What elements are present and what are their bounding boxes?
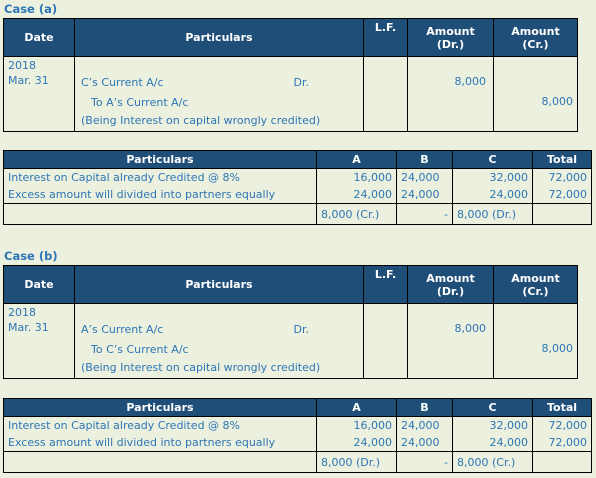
- col-a: A: [316, 398, 397, 417]
- col-particulars: Particulars: [74, 265, 364, 304]
- row-b: 24,000: [396, 416, 453, 434]
- case-a-summary-table: Particulars A B C Total Interest on Capi…: [3, 150, 592, 225]
- entry-particulars-cell: C’s Current A/c Dr. To A’s Current A/c (B…: [74, 56, 364, 132]
- case-b-summary-table: Particulars A B C Total Interest on Capi…: [3, 398, 592, 473]
- row-total: 72,000: [532, 416, 592, 434]
- col-amount-dr: Amount (Dr.): [407, 265, 494, 304]
- entry-date: Mar. 31: [8, 321, 49, 334]
- debit-account: A’s Current A/c: [81, 323, 164, 336]
- col-particulars: Particulars: [74, 18, 364, 57]
- row-a: 16,000: [316, 168, 397, 186]
- amount-dr-label: Amount: [426, 24, 475, 38]
- col-particulars: Particulars: [3, 150, 317, 169]
- col-lf: L.F.: [363, 265, 408, 304]
- debit-amount: 8,000: [407, 56, 494, 132]
- col-total: Total: [532, 150, 592, 169]
- net-particulars: [3, 203, 317, 225]
- entry-date-cell: 2018 Mar. 31: [3, 56, 75, 132]
- row-b: 24,000: [396, 434, 453, 452]
- net-a: 8,000 (Dr.): [316, 451, 397, 473]
- case-a-journal-table: Date Particulars L.F. Amount (Dr.) Amount…: [3, 18, 578, 132]
- net-particulars: [3, 451, 317, 473]
- net-b: -: [396, 203, 453, 225]
- credit-amount: 8,000: [493, 56, 578, 132]
- amount-cr-sub: (Cr.): [522, 37, 549, 51]
- col-c: C: [452, 398, 533, 417]
- credit-amount: 8,000: [493, 303, 578, 379]
- case-a-label: Case (a): [4, 2, 58, 16]
- entry-date: Mar. 31: [8, 74, 49, 87]
- row-particulars: Interest on Capital already Credited @ 8…: [3, 168, 317, 186]
- net-c: 8,000 (Dr.): [452, 203, 533, 225]
- credit-amount-value: 8,000: [541, 342, 574, 355]
- entry-lf-cell: [363, 303, 408, 379]
- credit-account: To A’s Current A/c: [91, 96, 189, 109]
- amount-cr-label: Amount: [511, 271, 560, 285]
- col-date: Date: [3, 265, 75, 304]
- amount-cr-label: Amount: [511, 24, 560, 38]
- col-particulars: Particulars: [3, 398, 317, 417]
- net-row: 8,000 (Cr.) - 8,000 (Dr.): [3, 203, 592, 225]
- col-c: C: [452, 150, 533, 169]
- amount-dr-sub: (Dr.): [436, 284, 465, 298]
- debit-amount: 8,000: [407, 303, 494, 379]
- net-row: 8,000 (Dr.) - 8,000 (Cr.): [3, 451, 592, 473]
- amount-dr-label: Amount: [426, 271, 475, 285]
- narration: (Being Interest on capital wrongly credi…: [81, 114, 321, 127]
- case-b-label: Case (b): [4, 249, 58, 263]
- row-c: 32,000: [452, 168, 533, 186]
- row-a: 24,000: [316, 434, 397, 452]
- table-row: Interest on Capital already Credited @ 8…: [3, 168, 592, 186]
- row-a: 16,000: [316, 416, 397, 434]
- entry-year: 2018: [8, 59, 36, 72]
- amount-cr-sub: (Cr.): [522, 284, 549, 298]
- row-a: 24,000: [316, 186, 397, 204]
- table-row: Excess amount will divided into partners…: [3, 186, 592, 204]
- dr-mark: Dr.: [293, 76, 309, 89]
- col-b: B: [396, 150, 453, 169]
- case-b-journal-table: Date Particulars L.F. Amount (Dr.) Amount…: [3, 265, 578, 379]
- col-b: B: [396, 398, 453, 417]
- entry-lf-cell: [363, 56, 408, 132]
- net-a: 8,000 (Cr.): [316, 203, 397, 225]
- net-total: [532, 203, 592, 225]
- col-date: Date: [3, 18, 75, 57]
- narration: (Being Interest on capital wrongly credi…: [81, 361, 321, 374]
- row-b: 24,000: [396, 168, 453, 186]
- credit-account: To C’s Current A/c: [91, 343, 189, 356]
- row-c: 24,000: [452, 434, 533, 452]
- col-lf: L.F.: [363, 18, 408, 57]
- net-b: -: [396, 451, 453, 473]
- net-total: [532, 451, 592, 473]
- col-a: A: [316, 150, 397, 169]
- row-total: 72,000: [532, 186, 592, 204]
- credit-amount-value: 8,000: [541, 95, 574, 108]
- row-particulars: Excess amount will divided into partners…: [3, 186, 317, 204]
- row-total: 72,000: [532, 168, 592, 186]
- row-total: 72,000: [532, 434, 592, 452]
- row-particulars: Excess amount will divided into partners…: [3, 434, 317, 452]
- net-c: 8,000 (Cr.): [452, 451, 533, 473]
- table-row: Interest on Capital already Credited @ 8…: [3, 416, 592, 434]
- entry-particulars-cell: A’s Current A/c Dr. To C’s Current A/c (B…: [74, 303, 364, 379]
- debit-account: C’s Current A/c: [81, 76, 164, 89]
- row-particulars: Interest on Capital already Credited @ 8…: [3, 416, 317, 434]
- row-c: 32,000: [452, 416, 533, 434]
- col-total: Total: [532, 398, 592, 417]
- col-amount-cr: Amount (Cr.): [493, 265, 578, 304]
- col-amount-dr: Amount (Dr.): [407, 18, 494, 57]
- entry-date-cell: 2018 Mar. 31: [3, 303, 75, 379]
- amount-dr-sub: (Dr.): [436, 37, 465, 51]
- dr-mark: Dr.: [293, 323, 309, 336]
- row-c: 24,000: [452, 186, 533, 204]
- col-amount-cr: Amount (Cr.): [493, 18, 578, 57]
- row-b: 24,000: [396, 186, 453, 204]
- entry-year: 2018: [8, 306, 36, 319]
- table-row: Excess amount will divided into partners…: [3, 434, 592, 452]
